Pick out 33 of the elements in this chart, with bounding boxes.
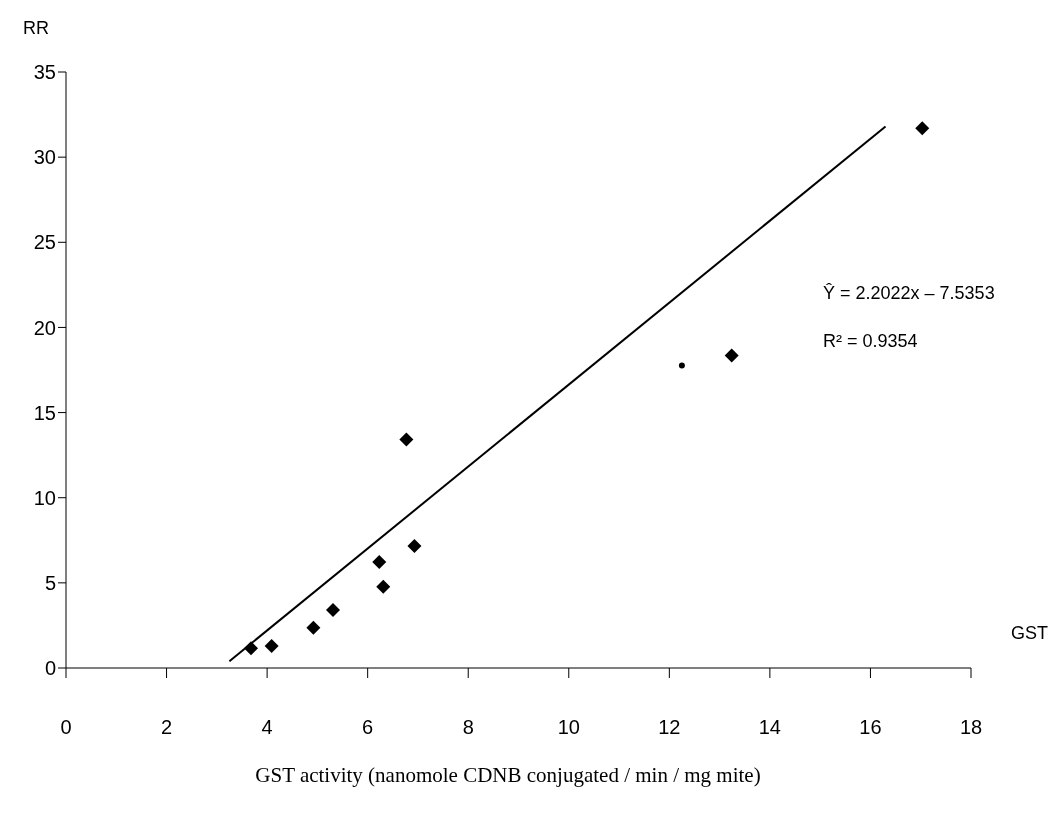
x-tick-label: 10: [557, 716, 580, 739]
point: [724, 348, 739, 363]
y-tick-label: 5: [44, 571, 56, 594]
point: [264, 639, 279, 654]
y-tick-label: 30: [33, 146, 56, 169]
point: [376, 579, 391, 594]
x-tick-label: 4: [261, 716, 273, 739]
x-tick-label: 18: [959, 716, 983, 739]
text: GST: [1011, 623, 1049, 644]
y-tick-label: 0: [44, 657, 56, 680]
y-tick-label: 20: [33, 316, 56, 339]
point: [306, 620, 321, 635]
x-tick-label: 6: [362, 716, 374, 739]
point: [399, 432, 414, 447]
y-tick-label: 15: [33, 401, 56, 424]
x-tick-label: 14: [758, 716, 782, 739]
x-tick-label: 8: [462, 716, 474, 739]
y-tick-label: 35: [33, 61, 56, 84]
x-axis-title: GST activity (nanomole CDNB conjugated / min / mg mite): [254, 763, 762, 788]
x-tick-label: 0: [60, 716, 72, 739]
point: [325, 603, 340, 618]
annotation: Ŷ = 2.2022x – 7.5353: [823, 283, 995, 304]
point: [372, 555, 387, 570]
annotation: R² = 0.9354: [823, 331, 918, 352]
y-tick-label: 10: [33, 486, 56, 509]
point: [678, 362, 685, 369]
point: [915, 121, 930, 136]
x-tick-label: 12: [658, 716, 681, 739]
point: [407, 539, 422, 554]
x-tick-label: 2: [160, 716, 173, 739]
x-tick-label: 16: [859, 716, 882, 739]
y-tick-label: 25: [33, 231, 56, 254]
y-axis-title: RR: [23, 18, 49, 39]
